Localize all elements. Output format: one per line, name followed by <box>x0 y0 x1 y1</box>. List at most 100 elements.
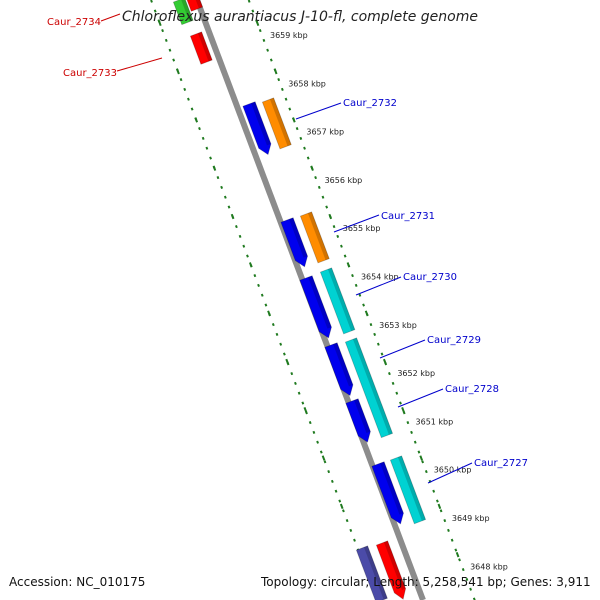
gene-label-leader-caur-2731 <box>333 214 380 233</box>
ruler-dot <box>316 440 319 444</box>
ruler-major-dash <box>321 455 326 461</box>
cds-feature-caur-2728 <box>345 398 371 443</box>
ruler-dot <box>187 97 190 101</box>
cds-feature-caur-2732-gene <box>261 97 292 150</box>
ruler-dot <box>373 332 377 336</box>
ruler-dot <box>351 274 354 278</box>
ruler-dot <box>349 528 353 532</box>
ruler-dot <box>242 244 246 248</box>
ruler-dot <box>262 38 266 42</box>
ruler-dot <box>150 0 153 3</box>
ruler-dot <box>432 489 436 493</box>
ruler-dot <box>465 577 469 581</box>
ruler-dot <box>269 58 273 62</box>
cds-feature-caur-2731-shade <box>289 217 308 258</box>
cds-feature-caur-2730 <box>299 275 332 339</box>
ruler-dot <box>183 87 187 91</box>
tick-label: 3652 kbp <box>397 369 435 378</box>
ruler-dot <box>439 509 443 513</box>
cds-feature-caur-2727-gene <box>389 455 427 525</box>
ruler-major-dash <box>437 503 442 510</box>
ruler-dot <box>406 421 410 425</box>
ruler-dot <box>209 156 212 160</box>
ruler-dot <box>342 509 345 513</box>
ruler-dot <box>395 391 399 395</box>
ruler-dot <box>417 450 421 454</box>
ruler-dot <box>190 107 194 111</box>
cds-feature-caur-2729-shade <box>333 342 353 387</box>
gene-label-leader-caur-2730 <box>355 276 402 296</box>
cds-feature-caur-2732-gene-shade <box>269 97 292 147</box>
ruler-major-dash <box>303 407 308 413</box>
cds-feature-caur-2731-gene <box>299 211 330 264</box>
ruler-dot <box>282 352 286 356</box>
ruler-dot <box>369 323 373 327</box>
gene-label-leader-caur-2728 <box>397 388 444 408</box>
cds-feature-caur-2730-gene-shade <box>327 267 355 332</box>
gene-label-leader-caur-2732 <box>295 102 342 120</box>
ruler-dot <box>343 254 347 258</box>
gene-label-caur-2730: Caur_2730 <box>403 272 457 283</box>
tick-label: 3655 kbp <box>343 224 381 233</box>
ruler-dot <box>260 293 264 297</box>
ruler-dot <box>280 87 284 91</box>
ruler-dot <box>284 97 288 101</box>
ruler-dot <box>216 176 220 180</box>
ruler-dot <box>317 185 321 189</box>
scale-ticks: 3659 kbp 3658 kbp 3657 kbp 3656 kbp 3655 kbp… <box>270 31 508 571</box>
ruler-dot <box>246 254 249 258</box>
ruler-dot <box>277 78 281 82</box>
ruler-dot <box>319 450 323 454</box>
ruler-dot <box>253 274 257 278</box>
ruler-dot <box>295 127 299 131</box>
ruler-dot <box>266 48 270 52</box>
gene-label-caur-2729: Caur_2729 <box>427 335 481 346</box>
tick-label: 3654 kbp <box>361 273 399 282</box>
ruler-major-dash <box>292 117 296 123</box>
gene-labels: Caur_2734 Caur_2733 Caur_2732 Caur_2731 Caur… <box>47 13 528 484</box>
gene-label-caur-2734: Caur_2734 <box>47 17 101 28</box>
ruler-dot <box>447 528 450 532</box>
gene-label-leader-caur-2734 <box>100 13 121 22</box>
ruler-dot <box>424 470 428 474</box>
ruler-dot <box>435 499 439 503</box>
ruler-dot <box>164 38 168 42</box>
ruler-dot <box>327 470 331 474</box>
outer-ruler-dotted <box>247 0 476 600</box>
ruler-dot <box>201 136 205 140</box>
ruler-dot <box>251 9 255 13</box>
cds-feature-caur-2728-shade <box>354 398 371 433</box>
ruler-major-dash <box>267 310 271 316</box>
ruler-dot <box>380 352 384 356</box>
ruler-major-dash <box>194 117 199 123</box>
ruler-dot <box>325 205 329 209</box>
ruler-dot <box>301 401 305 405</box>
gene-label-caur-2732: Caur_2732 <box>343 98 397 109</box>
ruler-dot <box>469 587 472 591</box>
ruler-major-dash <box>248 262 253 268</box>
ruler-major-dash <box>212 165 217 171</box>
ruler-major-dash <box>176 68 180 75</box>
ruler-dot <box>345 519 349 523</box>
ruler-dot <box>290 372 294 376</box>
ruler-dot <box>257 283 260 287</box>
gene-features <box>172 0 427 600</box>
ruler-dot <box>308 421 312 425</box>
ruler-dot <box>321 195 325 199</box>
cds-feature-bottom-right <box>375 540 406 600</box>
ruler-major-dash <box>401 407 405 413</box>
ruler-dot <box>179 78 183 82</box>
ruler-dot <box>340 244 343 248</box>
ruler-dot <box>353 538 356 542</box>
tick-label: 3653 kbp <box>379 321 417 330</box>
cds-feature-caur-2730-shade <box>308 275 332 329</box>
ruler-major-dash <box>273 68 278 75</box>
cds-feature-caur-2734-gene <box>186 0 204 12</box>
cds-feature-caur-2733-shade <box>197 31 213 62</box>
ruler-major-dash <box>364 310 369 316</box>
cds-feature-caur-2729-gene <box>344 337 394 439</box>
ruler-dot <box>223 195 227 199</box>
ruler-dot <box>330 479 334 483</box>
ruler-major-dash <box>158 20 162 27</box>
